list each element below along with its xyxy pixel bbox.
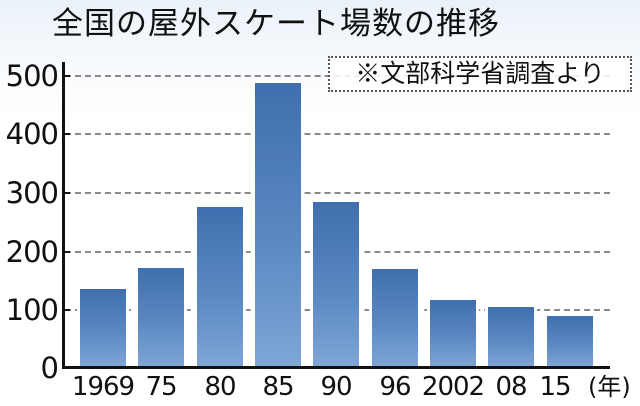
- y-axis: [62, 62, 65, 369]
- x-label-80: 80: [204, 372, 236, 402]
- x-axis-unit: (年): [588, 373, 631, 401]
- y-label-200: 200: [5, 235, 59, 269]
- gridline-300: [65, 192, 610, 194]
- bar-1985: [255, 83, 301, 367]
- x-label-90: 90: [320, 372, 352, 402]
- bar-1980: [197, 207, 243, 367]
- bar-2008: [488, 307, 534, 367]
- x-label-08: 08: [495, 372, 527, 402]
- chart-title: 全国の屋外スケート場数の推移: [52, 6, 500, 42]
- bar-2002: [430, 300, 476, 367]
- bar-1975: [138, 268, 184, 367]
- y-tick: [62, 133, 70, 135]
- y-label-300: 300: [5, 176, 59, 210]
- bar-1996: [372, 269, 418, 367]
- x-label-15: 15: [539, 372, 571, 402]
- bar-1969: [80, 289, 126, 367]
- source-note: ※文部科学省調査より: [328, 56, 632, 92]
- x-label-96: 96: [379, 372, 411, 402]
- gridline-400: [65, 133, 610, 135]
- x-label-85: 85: [262, 372, 294, 402]
- y-label-100: 100: [5, 293, 59, 327]
- y-tick: [62, 75, 70, 77]
- y-label-0: 0: [40, 351, 59, 385]
- x-label-2002: 2002: [421, 372, 485, 402]
- y-tick: [62, 309, 70, 311]
- x-label-75: 75: [145, 372, 177, 402]
- bar-2015: [547, 316, 593, 367]
- bar-1990: [313, 202, 359, 367]
- y-label-400: 400: [5, 117, 59, 151]
- x-axis: [62, 366, 610, 369]
- x-label-1969: 1969: [71, 372, 135, 402]
- y-label-500: 500: [5, 59, 59, 93]
- y-tick: [62, 192, 70, 194]
- y-tick: [62, 251, 70, 253]
